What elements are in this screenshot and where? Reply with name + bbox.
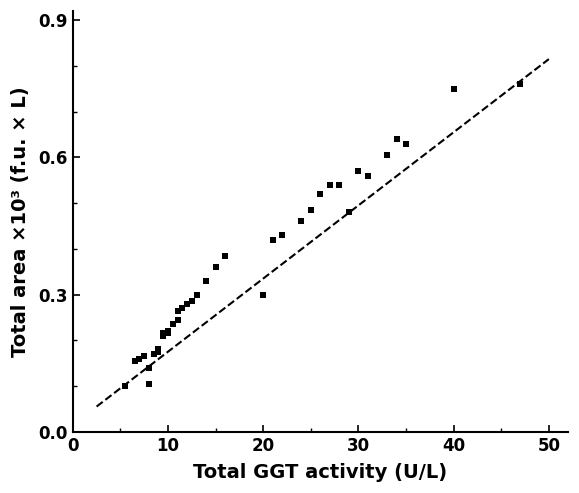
Point xyxy=(306,206,316,214)
Point xyxy=(144,364,153,372)
Point xyxy=(449,85,458,93)
Point xyxy=(120,382,130,390)
Point xyxy=(163,329,173,337)
Y-axis label: Total area ×10³ (f.u. × L): Total area ×10³ (f.u. × L) xyxy=(11,86,30,357)
Point xyxy=(363,172,372,179)
Point xyxy=(144,380,153,387)
Point xyxy=(178,304,187,312)
Point xyxy=(182,300,192,308)
Point xyxy=(159,329,168,337)
Point xyxy=(345,209,354,216)
Point xyxy=(201,277,211,285)
Point xyxy=(392,135,401,143)
Point xyxy=(154,346,163,353)
Point xyxy=(382,151,391,159)
Point xyxy=(516,80,525,88)
Point xyxy=(268,236,277,244)
X-axis label: Total GGT activity (U/L): Total GGT activity (U/L) xyxy=(193,463,448,482)
Point xyxy=(335,181,344,189)
Point xyxy=(173,316,182,323)
Point xyxy=(354,167,363,175)
Point xyxy=(140,352,149,360)
Point xyxy=(278,231,287,239)
Point xyxy=(221,252,230,260)
Point xyxy=(163,327,173,335)
Point xyxy=(192,290,201,298)
Point xyxy=(154,348,163,355)
Point xyxy=(316,190,325,198)
Point xyxy=(159,332,168,340)
Point xyxy=(211,263,220,271)
Point xyxy=(135,354,144,362)
Point xyxy=(325,181,335,189)
Point xyxy=(130,357,140,365)
Point xyxy=(187,297,196,305)
Point xyxy=(173,307,182,315)
Point xyxy=(259,290,268,298)
Point xyxy=(149,350,159,358)
Point xyxy=(401,140,411,147)
Point xyxy=(296,217,306,225)
Point xyxy=(168,320,177,328)
